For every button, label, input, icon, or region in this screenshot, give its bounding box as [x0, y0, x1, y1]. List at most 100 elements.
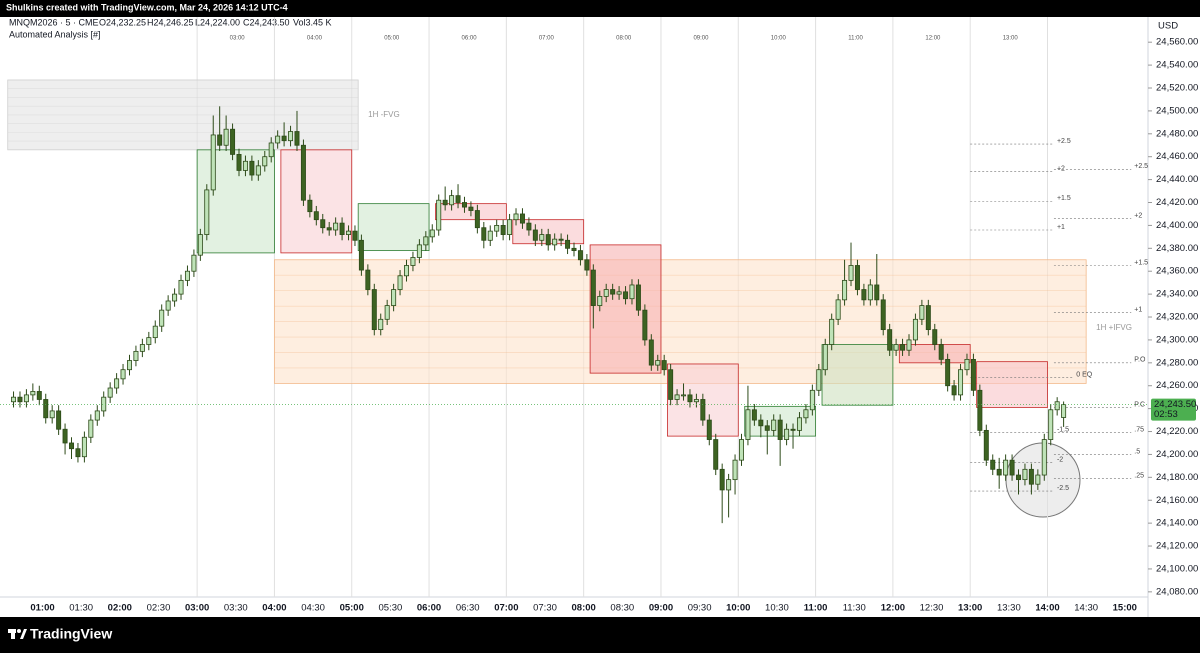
top-time-label: 07:00	[539, 36, 555, 42]
level-label: +1	[1134, 306, 1142, 313]
candle-body	[423, 236, 429, 246]
candle-body	[236, 154, 242, 171]
candle-body	[17, 396, 23, 403]
y-tick-label: 24,400.00	[1156, 220, 1198, 231]
candle-body	[146, 337, 152, 345]
level-label: 0 EQ	[1076, 372, 1093, 379]
x-tick-label: 11:30	[843, 603, 866, 614]
candle-body	[777, 419, 783, 440]
candle-body	[378, 318, 384, 331]
level-label: +2.5	[1134, 163, 1148, 170]
candle-body	[912, 318, 918, 341]
candle-body	[1035, 474, 1041, 485]
x-tick-label: 02:30	[147, 603, 171, 614]
candle-body	[854, 265, 860, 290]
last-price-box	[1151, 398, 1196, 421]
x-tick-label: 15:00	[1113, 603, 1137, 614]
candle-body	[191, 254, 197, 272]
candle-body	[1048, 409, 1054, 440]
candle-body	[165, 300, 171, 311]
candle-body	[803, 409, 809, 419]
zone	[280, 149, 353, 254]
y-tick-label: 24,160.00	[1156, 495, 1198, 506]
volume: Vol3.45 K	[293, 17, 332, 27]
candle-body	[69, 442, 75, 450]
candle-body	[642, 309, 648, 341]
candle-body	[842, 279, 848, 301]
top-time-label: 04:00	[307, 36, 323, 42]
candle-body	[1054, 401, 1060, 411]
candle-body	[1009, 459, 1015, 476]
candle-body	[410, 257, 416, 266]
ohlc-high: H24,246.25	[147, 17, 194, 27]
x-tick-label: 13:00	[958, 603, 982, 614]
candle-body	[565, 239, 571, 249]
x-tick-label: 04:30	[301, 603, 325, 614]
candle-body	[481, 227, 487, 241]
candle-body	[938, 344, 944, 360]
candle-body	[745, 409, 751, 440]
candle-body	[616, 291, 622, 295]
candle-body	[75, 448, 81, 458]
y-tick-label: 24,080.00	[1156, 586, 1198, 597]
candle-body	[603, 289, 609, 297]
y-tick-label: 24,360.00	[1156, 266, 1198, 277]
x-tick-label: 04:00	[262, 603, 286, 614]
top-time-label: 03:00	[230, 36, 246, 42]
candle-body	[887, 329, 893, 351]
x-tick-label: 14:00	[1035, 603, 1059, 614]
top-time-label: 09:00	[693, 36, 709, 42]
candle-body	[210, 134, 216, 191]
level-label: +1	[1057, 224, 1065, 231]
candle-body	[371, 289, 377, 331]
x-tick-label: 05:30	[379, 603, 403, 614]
candle-body	[139, 344, 145, 352]
candle-body	[391, 289, 397, 306]
x-tick-label: 07:30	[533, 603, 557, 614]
candle-body	[352, 230, 358, 241]
candle-body	[43, 399, 49, 419]
y-tick-label: 24,500.00	[1156, 105, 1198, 116]
candle-body	[1016, 474, 1022, 481]
candle-body	[906, 339, 912, 351]
x-tick-label: 10:30	[765, 603, 789, 614]
logo	[8, 629, 27, 639]
candle-body	[796, 417, 802, 431]
x-tick-label: 10:00	[726, 603, 750, 614]
candle-body	[429, 229, 435, 238]
level-label: +1.5	[1057, 195, 1071, 202]
candle-body	[1022, 468, 1028, 481]
y-tick-label: 24,180.00	[1156, 472, 1198, 483]
candle-body	[648, 339, 654, 366]
top-time-label: 06:00	[462, 36, 478, 42]
y-tick-label: 24,320.00	[1156, 312, 1198, 323]
candle-body	[861, 289, 867, 301]
ohlc-low: L24,224.00	[195, 17, 240, 27]
candle-body	[1061, 404, 1067, 418]
candle-body	[1028, 468, 1034, 485]
candle-body	[255, 165, 261, 176]
candle-body	[36, 391, 42, 400]
candle-body	[281, 135, 287, 142]
candle-body	[874, 284, 880, 301]
candle-body	[519, 213, 525, 224]
candle-body	[288, 131, 294, 142]
candle-body	[809, 389, 815, 411]
candle-body	[822, 344, 828, 371]
candle-body	[758, 419, 764, 427]
indicator: Automated Analysis [#]	[9, 29, 101, 39]
candle-body	[558, 238, 564, 241]
candle-body	[416, 244, 422, 258]
candle-body	[358, 239, 364, 271]
x-tick-label: 09:30	[688, 603, 712, 614]
x-tick-label: 08:30	[610, 603, 634, 614]
x-tick-label: 12:00	[881, 603, 905, 614]
candle-body	[990, 459, 996, 470]
symbol: MNQM2026 · 5 · CME	[9, 17, 99, 27]
zone	[196, 149, 275, 254]
x-tick-label: 06:30	[456, 603, 480, 614]
candle-body	[964, 358, 970, 371]
candle-body	[816, 369, 822, 391]
level-label: P.C	[1134, 401, 1145, 408]
